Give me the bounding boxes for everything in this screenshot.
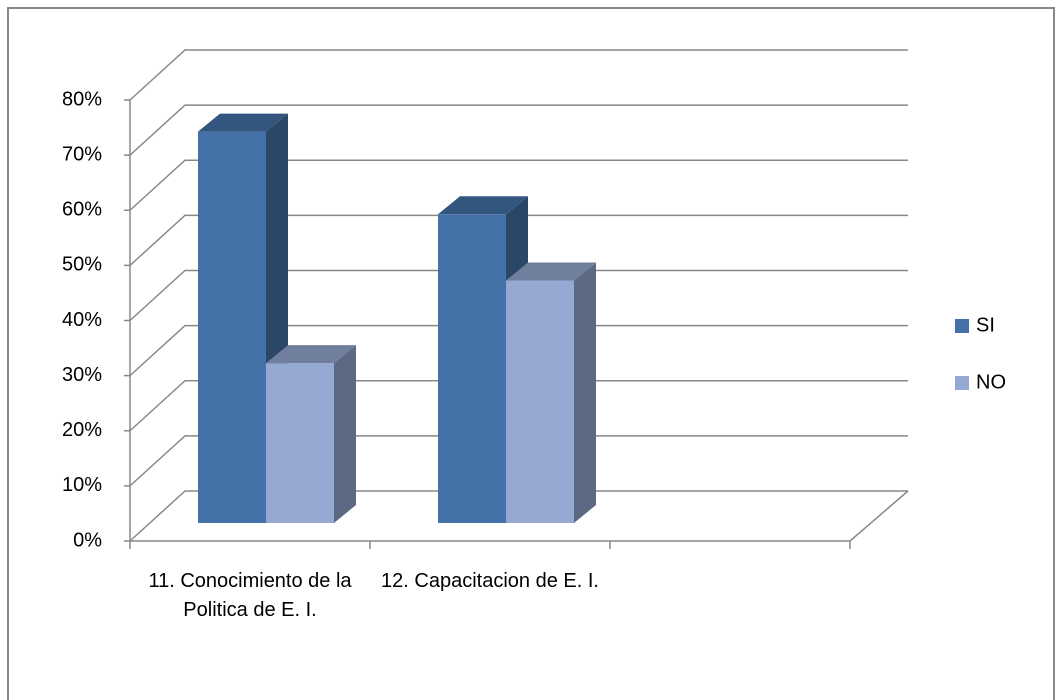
grid-line [129,435,908,487]
y-tick-label: 60% [62,199,102,221]
grid-line [129,324,908,377]
x-tick-label: 12. Capacitacion de E. I. [381,570,599,592]
grid-line [129,159,908,211]
grid-line [129,49,908,101]
y-tick-label: 30% [62,364,102,386]
bar-top [506,262,596,281]
grid-line [129,214,908,266]
y-tick-label: 80% [62,88,102,110]
legend-swatch [955,319,969,333]
bar-top [438,196,528,215]
bar [266,363,334,523]
bar-side [574,262,596,523]
x-tick-label: 11. Conocimiento de la Politica de E. I. [148,570,352,621]
y-tick-label: 20% [62,419,102,441]
y-tick-label: 40% [62,309,102,331]
grid-line [129,380,908,432]
y-tick-label: 10% [62,474,102,496]
bar [198,131,266,524]
y-tick-label: 0% [73,529,102,551]
legend-label: SI [976,314,995,336]
legend-label: NO [976,371,1006,393]
grid-line [129,104,908,156]
grid-line [129,269,908,322]
bar-top [266,345,356,364]
bar-side [334,345,356,523]
bar-top [198,113,288,132]
grid-line [129,490,908,542]
bar [438,214,506,524]
y-tick-label: 70% [62,143,102,165]
bar [506,280,574,523]
legend-swatch [955,376,969,390]
y-tick-label: 50% [62,254,102,276]
chart-border [7,7,1055,700]
